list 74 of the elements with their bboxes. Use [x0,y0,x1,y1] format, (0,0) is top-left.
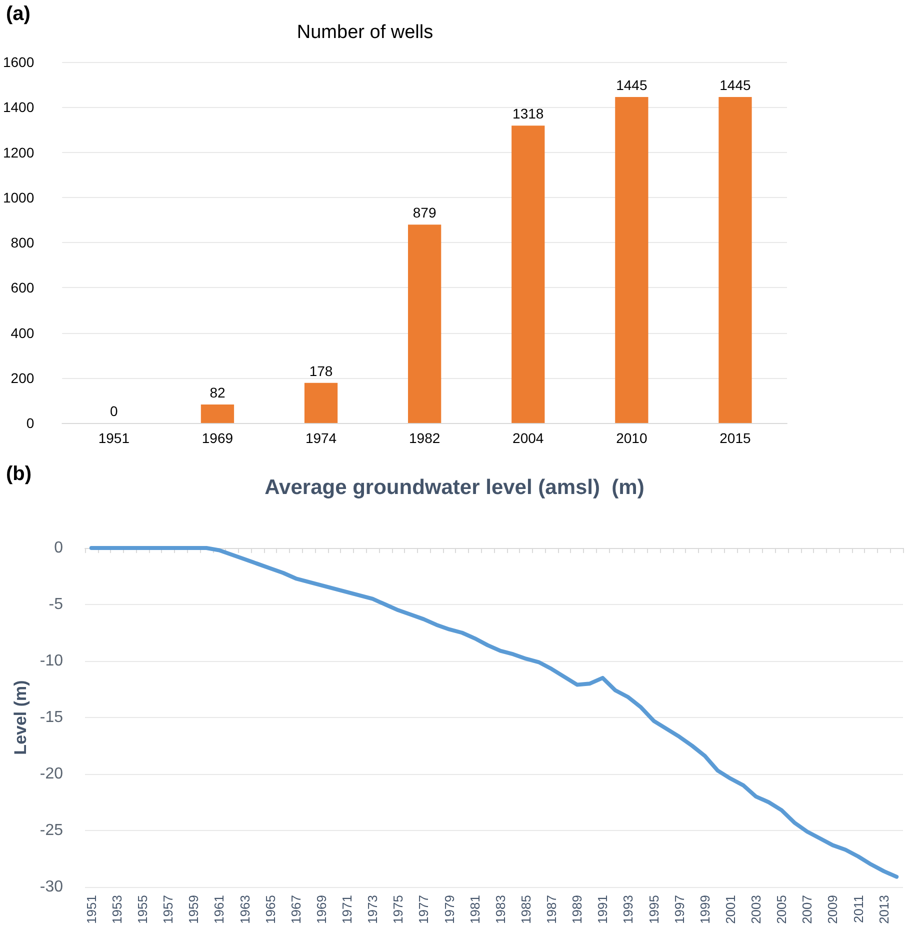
data-label: 178 [309,362,333,379]
chart-title: Number of wells [296,22,434,43]
data-label: 0 [110,403,118,419]
y-tick-label: 1200 [2,144,34,160]
x-tick-label: 2007 [800,895,815,924]
x-tick-label: 1999 [697,895,712,924]
bar [615,96,648,423]
line-series [89,546,899,879]
x-tick-label: 1957 [160,895,176,924]
data-label: 1445 [616,76,648,93]
data-label: 82 [210,384,226,400]
x-tick-label: 1953 [109,895,124,924]
bar [512,126,545,423]
y-tick-label: 1600 [2,54,34,70]
y-tick-label: -30 [40,878,64,896]
y-tick-label: -5 [48,596,64,613]
x-tick-label: 2009 [825,895,840,924]
x-tick-label: 1989 [570,895,585,924]
x-tick-label: 1977 [416,895,432,924]
y-tick-label: -20 [40,766,64,782]
x-tick-label: 1997 [672,895,687,924]
x-tick-label: 1993 [620,895,636,924]
bar [718,96,752,423]
y-tick-label: -15 [40,709,64,726]
data-label: 1318 [512,106,544,122]
y-tick-label: 0 [54,540,64,556]
data-label: 1445 [720,76,752,93]
x-tick-label: 2015 [720,430,752,446]
x-tick-label: 1969 [202,430,234,446]
x-tick-label: 2001 [722,895,738,924]
x-tick-label: 1951 [84,895,99,924]
x-tick-label: 1965 [262,895,278,924]
y-tick-label: -25 [40,822,64,839]
y-tick-label: 600 [10,280,34,296]
y-tick-label: 400 [10,324,34,341]
x-tick-label: 1951 [98,430,130,446]
bar [408,224,442,423]
x-tick-label: 1959 [186,895,202,924]
x-tick-label: 1979 [442,895,457,924]
x-tick-label: 1974 [305,430,337,446]
y-tick-label: 200 [10,370,34,386]
x-tick-label: 1963 [237,895,252,924]
x-tick-label: 1982 [408,430,440,446]
x-tick-label: 1987 [544,895,560,924]
chart-title: Average groundwater level (amsl) (m) [264,476,644,499]
x-tick-label: 1991 [595,895,610,924]
x-tick-label: 2011 [850,895,866,923]
y-tick-label: 1000 [2,189,34,206]
y-tick-label: 0 [26,415,34,431]
x-tick-label: 1981 [467,895,482,924]
y-tick-label: 800 [10,234,34,250]
x-tick-label: 1995 [646,895,662,924]
y-tick-label: -10 [40,652,64,670]
x-tick-label: 2004 [512,430,544,446]
y-axis-title: Level (m) [10,680,30,755]
x-tick-label: 2013 [876,895,892,924]
data-label: 879 [412,204,436,221]
x-tick-label: 1967 [288,895,304,924]
text: (b) [6,463,32,485]
x-tick-label: 2010 [616,430,648,446]
bar [200,404,234,423]
y-tick-label: 1400 [2,99,34,116]
bar [304,382,338,423]
x-tick-label: 1975 [390,895,406,924]
x-tick-label: 2003 [748,895,764,924]
x-tick-label: 2005 [774,895,790,924]
text: (a) [6,3,30,25]
x-tick-label: 1969 [314,895,329,924]
x-tick-label: 1985 [518,895,534,924]
x-tick-label: 1955 [135,895,150,924]
x-tick-label: 1961 [212,895,227,924]
x-tick-label: 1971 [340,895,355,924]
x-tick-label: 1983 [492,895,508,924]
x-tick-label: 1973 [365,895,380,924]
